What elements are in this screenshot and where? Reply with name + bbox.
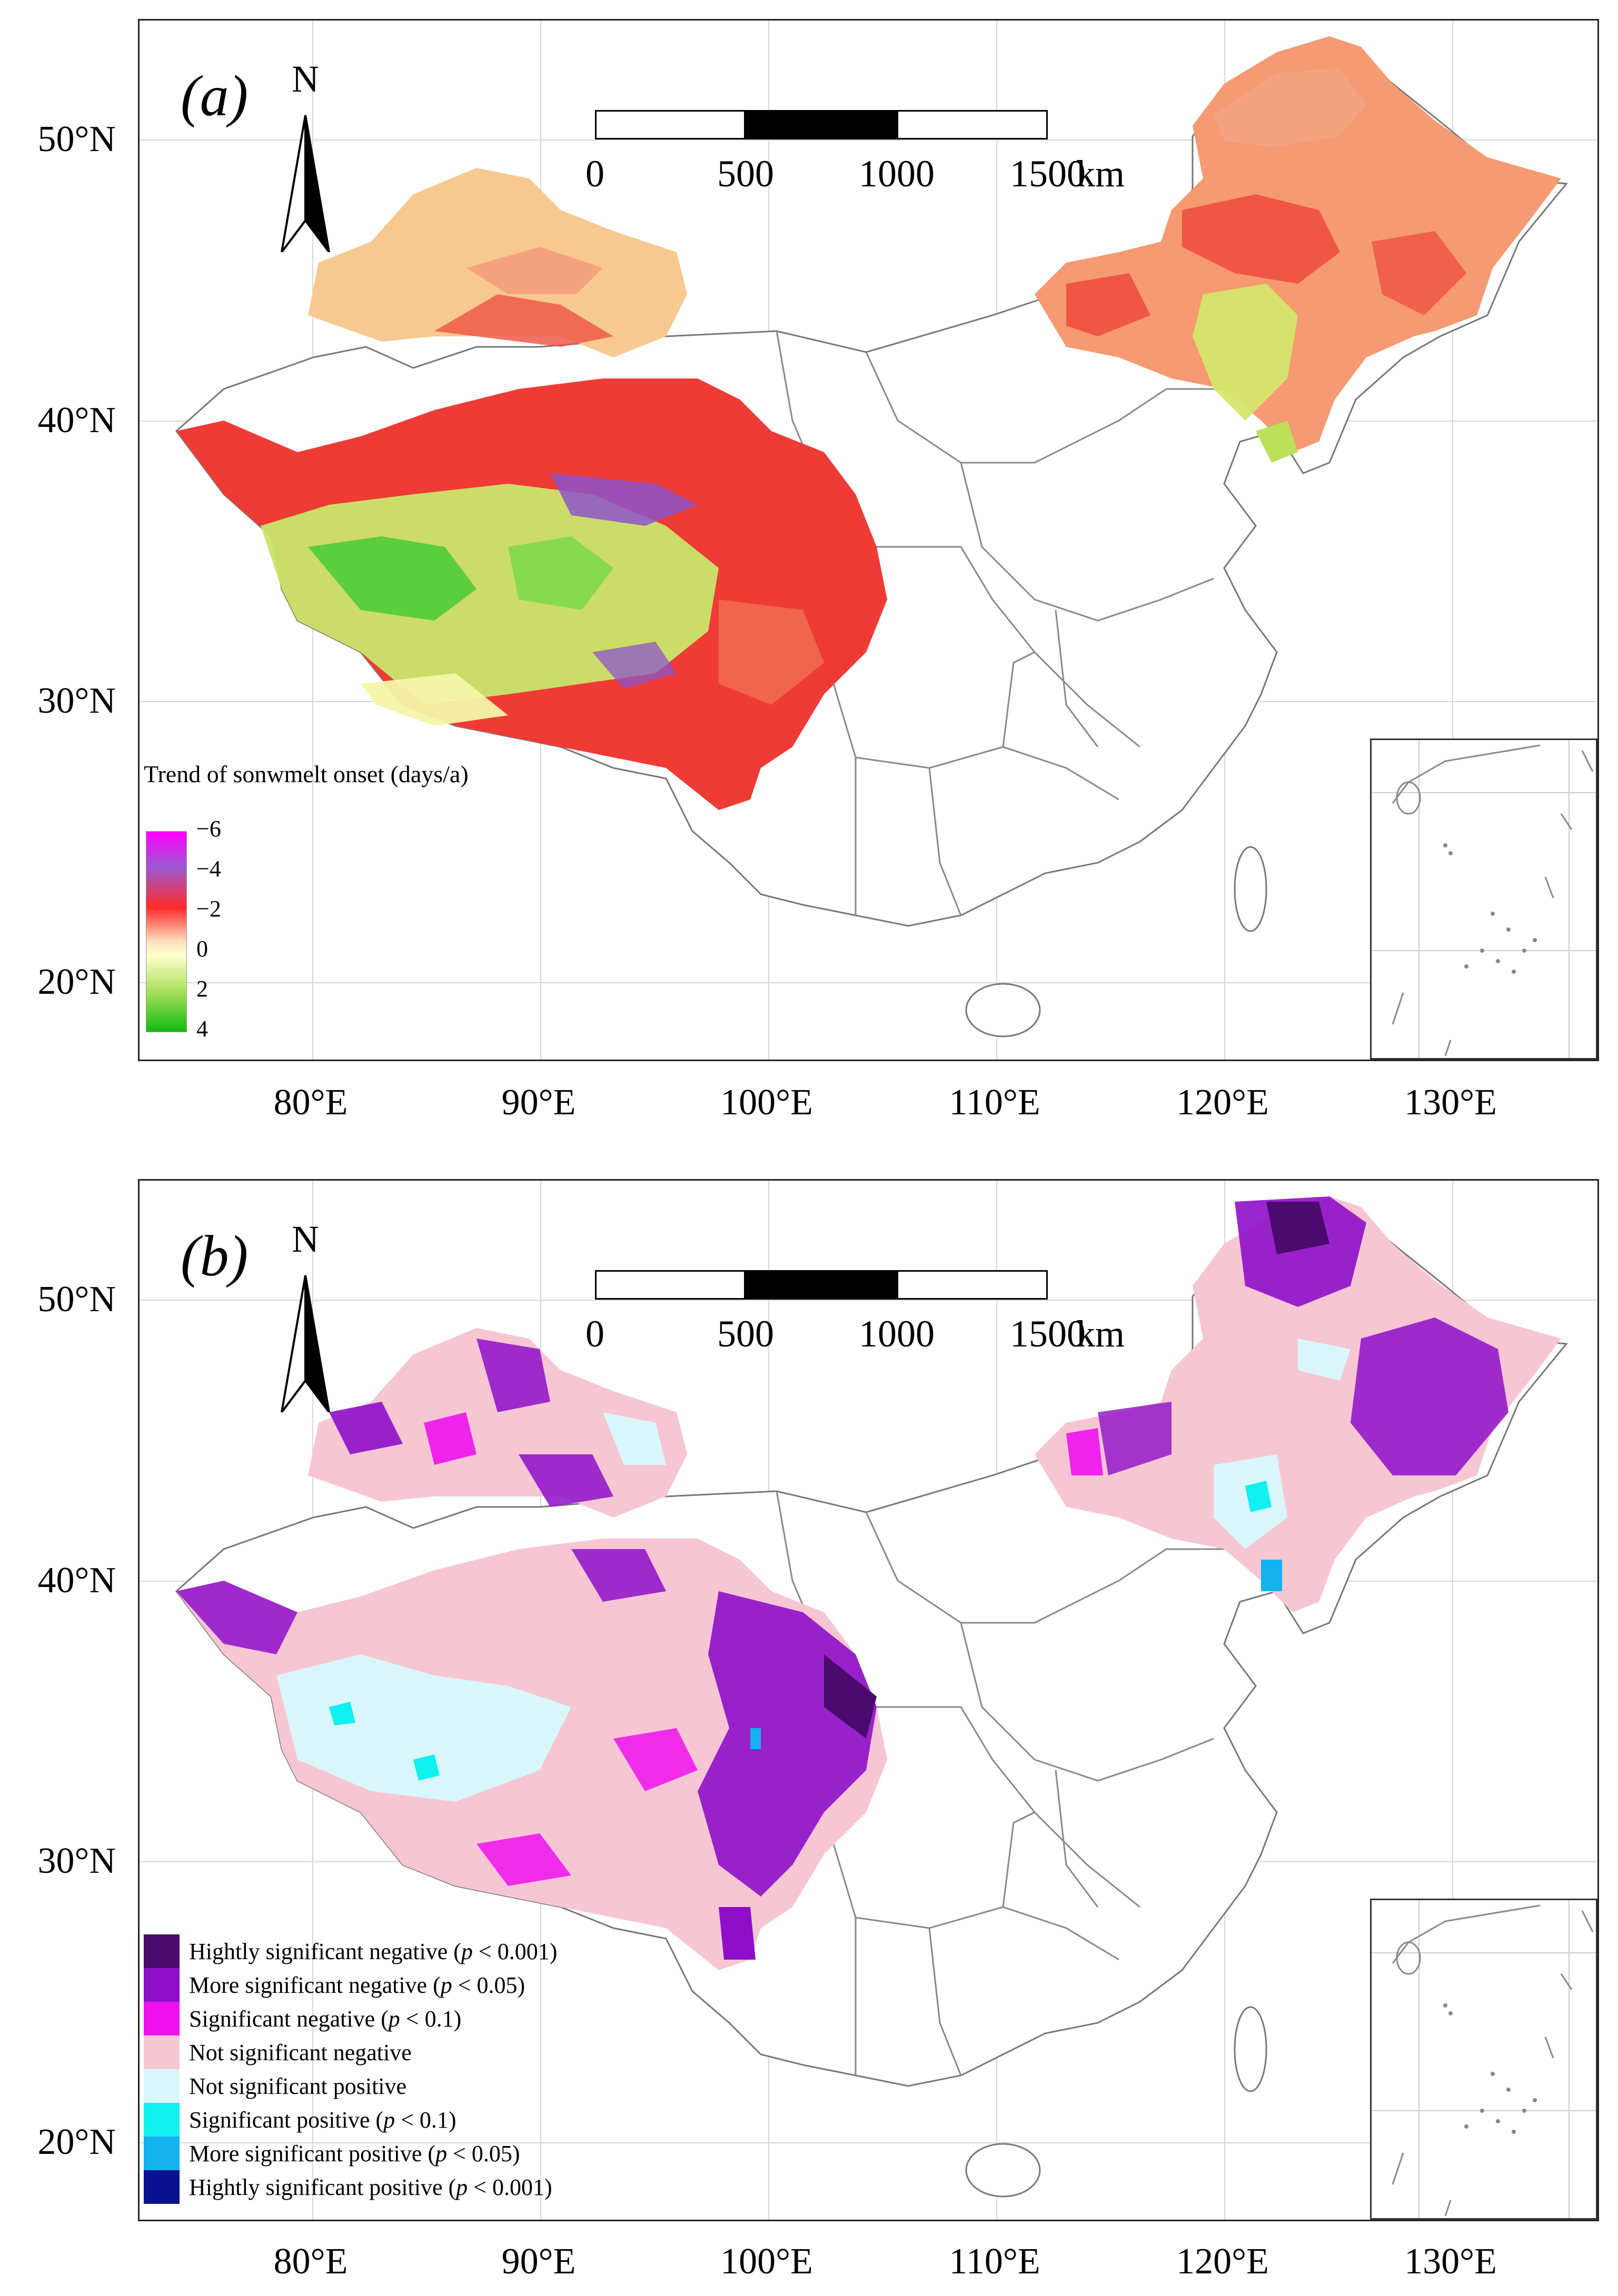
legend-swatch	[144, 1934, 180, 1968]
lat-label-40: 40°N	[37, 1560, 116, 1601]
colorbar-tick: 2	[196, 976, 208, 1002]
south-china-sea-inset	[1370, 1899, 1597, 2220]
lat-label-20: 20°N	[37, 962, 116, 1002]
legend-item: Hightly significant negative (p < 0.001)	[144, 1934, 557, 1968]
legend-item: More significant positive (p < 0.05)	[144, 2137, 557, 2170]
legend-item: Hightly significant positive (p < 0.001)	[144, 2170, 557, 2204]
lon-label-80: 80°E	[273, 1082, 348, 1123]
china-map-b	[175, 1196, 1568, 2198]
lat-label-20: 20°N	[37, 2122, 116, 2162]
scale-tick-0: 0	[585, 153, 604, 195]
lat-label-50: 50°N	[37, 119, 116, 159]
legend-swatch	[144, 2069, 180, 2103]
lon-label-100: 100°E	[720, 2241, 813, 2282]
scale-tick-1500: 1500	[1010, 153, 1086, 195]
scale-tick-1000: 1000	[859, 153, 935, 195]
lon-label-110: 110°E	[949, 1082, 1040, 1123]
scale-tick-0: 0	[585, 1313, 604, 1355]
lat-label-30: 30°N	[37, 681, 116, 721]
lon-label-90: 90°E	[501, 2241, 576, 2282]
legend-item: Significant positive (p < 0.1)	[144, 2103, 557, 2137]
scale-tick-500: 500	[717, 153, 774, 195]
scale-unit: km	[1076, 153, 1125, 195]
significance-legend: Hightly significant negative (p < 0.001)…	[144, 1934, 557, 2204]
north-letter: N	[292, 58, 319, 100]
legend-label: Significant negative (p < 0.1)	[189, 2005, 462, 2032]
north-letter: N	[292, 1218, 319, 1260]
lon-label-120: 120°E	[1176, 1082, 1269, 1123]
lat-label-30: 30°N	[37, 1841, 116, 1881]
legend-swatch	[144, 2035, 180, 2069]
legend-swatch	[144, 2137, 180, 2170]
lon-label-130: 130°E	[1404, 1082, 1497, 1123]
legend-swatch	[144, 1968, 180, 2002]
scale-tick-1500: 1500	[1010, 1313, 1086, 1355]
colorbar-tick: 0	[196, 936, 208, 962]
lon-label-120: 120°E	[1176, 2241, 1269, 2282]
colorbar-tick: 4	[196, 1016, 208, 1042]
colorbar-tick: −6	[196, 816, 221, 842]
scale-tick-1000: 1000	[859, 1313, 935, 1355]
scale-bar: 0 500 1000 1500 km	[585, 110, 1125, 215]
legend-item: Not significant negative	[144, 2035, 557, 2069]
legend-label: Not significant negative	[189, 2039, 412, 2065]
scale-tick-500: 500	[717, 1313, 774, 1355]
legend-label: Significant positive (p < 0.1)	[189, 2107, 456, 2133]
map-panel-a: (a) N 0 500 1000 1500 km Trend of sonwme…	[138, 19, 1599, 1061]
lon-label-110: 110°E	[949, 2241, 1040, 2282]
legend-item: More significant negative (p < 0.05)	[144, 1968, 557, 2002]
legend-swatch	[144, 2103, 180, 2137]
legend-label: Not significant positive	[189, 2073, 407, 2099]
panel-label-b: (b)	[181, 1224, 249, 1288]
north-arrow-icon: N	[276, 58, 334, 252]
lon-label-80: 80°E	[273, 2241, 348, 2282]
south-china-sea-inset	[1370, 738, 1597, 1060]
panel-label-a: (a)	[181, 64, 249, 128]
scale-bar: 0 500 1000 1500 km	[585, 1270, 1125, 1375]
legend-label: More significant negative (p < 0.05)	[189, 1972, 525, 1998]
legend-title-a: Trend of sonwmelt onset (days/a)	[144, 761, 469, 787]
north-arrow-icon: N	[276, 1218, 334, 1412]
legend-label: Hightly significant positive (p < 0.001)	[189, 2174, 552, 2200]
legend-item: Significant negative (p < 0.1)	[144, 2002, 557, 2035]
legend-item: Not significant positive	[144, 2069, 557, 2103]
scale-unit: km	[1076, 1313, 1125, 1355]
lat-label-50: 50°N	[37, 1279, 116, 1320]
china-map-a	[175, 36, 1568, 1037]
legend-label: Hightly significant negative (p < 0.001)	[189, 1938, 558, 1964]
map-panel-b: (b) N 0 500 1000 1500 km Hightly signifi…	[138, 1179, 1599, 2221]
legend-swatch	[144, 2002, 180, 2035]
lon-label-90: 90°E	[501, 1082, 576, 1123]
lat-label-40: 40°N	[37, 400, 116, 441]
colorbar	[146, 831, 187, 1032]
lon-label-130: 130°E	[1404, 2241, 1497, 2282]
legend-label: More significant positive (p < 0.05)	[189, 2140, 520, 2167]
legend-swatch	[144, 2170, 180, 2204]
lon-label-100: 100°E	[720, 1082, 813, 1123]
colorbar-tick: −4	[196, 856, 221, 882]
colorbar-tick: −2	[196, 896, 221, 922]
